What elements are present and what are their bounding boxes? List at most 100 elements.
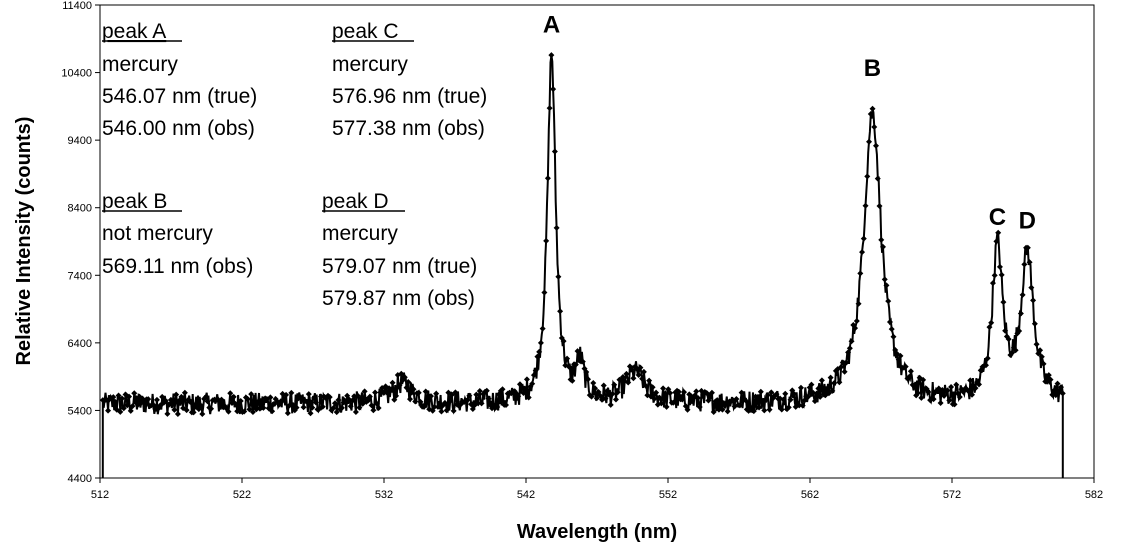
data-point <box>684 406 691 413</box>
data-point <box>405 379 412 386</box>
data-point <box>372 389 379 396</box>
data-point <box>811 398 818 405</box>
data-point <box>1051 387 1058 394</box>
data-point <box>410 386 417 393</box>
data-point <box>859 249 866 256</box>
annotation-peak-b: peak B not mercury 569.11 nm (obs) <box>102 190 253 278</box>
data-point <box>304 398 311 405</box>
data-point <box>714 397 721 404</box>
data-point <box>447 397 454 404</box>
data-point <box>227 390 234 397</box>
data-point <box>525 394 532 401</box>
data-point <box>169 400 176 407</box>
data-point <box>592 385 599 392</box>
data-point <box>937 400 944 407</box>
data-point <box>366 393 373 400</box>
data-point <box>733 395 740 402</box>
data-point <box>300 404 307 411</box>
data-point <box>1038 353 1045 360</box>
data-point <box>799 402 806 409</box>
data-point <box>708 389 715 396</box>
data-point <box>572 361 579 368</box>
data-point <box>318 393 325 400</box>
data-point <box>541 289 548 296</box>
data-point <box>181 389 188 396</box>
data-point <box>623 370 630 377</box>
data-point <box>424 396 431 403</box>
data-point <box>653 389 660 396</box>
x-tick-label: 512 <box>91 489 109 501</box>
data-point <box>235 403 242 410</box>
data-point <box>522 385 529 392</box>
annotation-peak-d: peak D mercury 579.07 nm (true) 579.87 n… <box>322 190 477 310</box>
data-point <box>1040 360 1047 367</box>
data-point <box>630 375 637 382</box>
data-point <box>710 408 717 415</box>
data-point <box>768 389 775 396</box>
annotation-peak-a: peak A mercury 546.07 nm (true) 546.00 n… <box>102 20 257 140</box>
data-point <box>530 372 537 379</box>
data-point <box>241 408 248 415</box>
data-point <box>326 394 333 401</box>
data-point <box>503 401 510 408</box>
data-point <box>494 404 501 411</box>
data-point <box>651 395 658 402</box>
data-point <box>537 339 544 346</box>
data-point <box>876 203 883 210</box>
data-point <box>813 390 820 397</box>
data-point <box>838 364 845 371</box>
data-point <box>612 396 619 403</box>
data-point <box>422 388 429 395</box>
annotation-peak-d-line: 579.87 nm (obs) <box>322 287 475 310</box>
data-point <box>724 408 731 415</box>
data-point <box>560 338 567 345</box>
data-point <box>174 410 181 417</box>
data-point <box>852 325 859 332</box>
data-point <box>171 406 178 413</box>
data-point <box>707 394 714 401</box>
data-point <box>244 395 251 402</box>
y-tick-label: 9400 <box>68 135 92 147</box>
data-point <box>808 381 815 388</box>
data-point <box>860 235 867 242</box>
data-point <box>1054 380 1061 387</box>
data-point <box>368 402 375 409</box>
data-point <box>202 394 209 401</box>
data-point <box>614 389 621 396</box>
data-point <box>878 236 885 243</box>
annotation-peak-a-line: 546.00 nm (obs) <box>102 117 255 140</box>
data-point <box>396 382 403 389</box>
data-point <box>694 394 701 401</box>
data-point <box>780 396 787 403</box>
y-tick-label: 5400 <box>68 405 92 417</box>
data-point <box>609 390 616 397</box>
data-point <box>574 348 581 355</box>
data-point <box>797 384 804 391</box>
data-point <box>529 380 536 387</box>
data-point <box>131 390 138 397</box>
data-point <box>555 273 562 280</box>
data-point <box>478 400 485 407</box>
data-point <box>557 308 564 315</box>
data-point <box>703 389 710 396</box>
data-point <box>925 389 932 396</box>
data-point <box>785 404 792 411</box>
data-point <box>159 393 166 400</box>
data-point <box>1059 390 1066 397</box>
data-point <box>127 407 134 414</box>
data-point <box>157 402 164 409</box>
data-point <box>389 379 396 386</box>
data-point <box>843 359 850 366</box>
data-point <box>951 401 958 408</box>
data-point <box>679 396 686 403</box>
data-point <box>281 397 288 404</box>
data-point <box>754 395 761 402</box>
x-tick-label: 572 <box>943 489 961 501</box>
data-point <box>885 298 892 305</box>
data-point <box>534 353 541 360</box>
data-point <box>110 394 117 401</box>
data-point <box>736 402 743 409</box>
data-point <box>162 398 169 405</box>
data-point <box>873 142 880 149</box>
data-point <box>989 280 996 287</box>
